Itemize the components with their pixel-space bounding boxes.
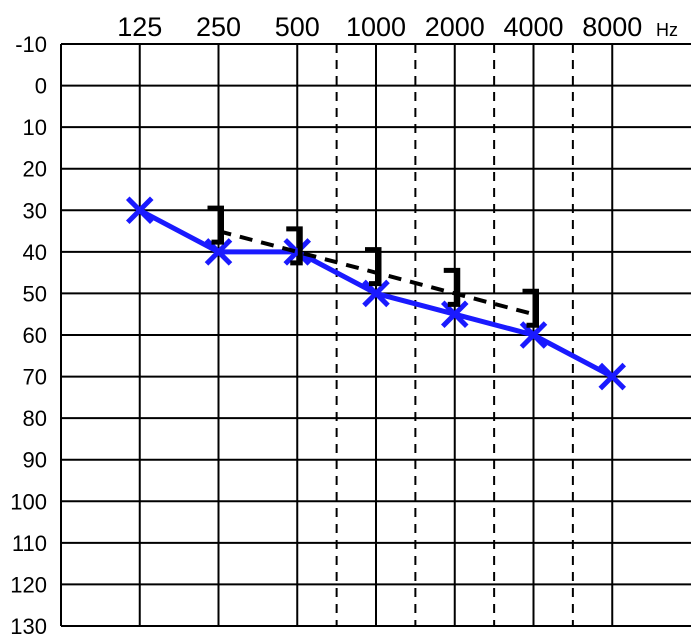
x-unit-label: Hz <box>656 20 678 40</box>
x-marker <box>362 279 390 308</box>
y-tick-label: 50 <box>23 281 47 306</box>
y-tick-label: 30 <box>23 198 47 223</box>
y-tick-label: 80 <box>23 406 47 431</box>
x-tick-label: 2000 <box>425 12 485 42</box>
x-tick-label: 250 <box>196 12 241 42</box>
x-marker <box>598 362 627 391</box>
x-tick-label: 4000 <box>503 12 563 42</box>
y-tick-label: 130 <box>10 614 47 634</box>
y-tick-label: 60 <box>23 323 47 348</box>
bracket-marker <box>522 288 539 328</box>
y-tick-label: 70 <box>23 365 47 390</box>
y-tick-label: 110 <box>12 531 47 556</box>
grid <box>60 43 691 627</box>
x-tick-label: 8000 <box>582 12 642 42</box>
x-marker <box>283 238 312 266</box>
bracket-marker <box>443 267 461 307</box>
bone-conduction-line <box>217 229 535 317</box>
y-tick-label: 20 <box>23 157 47 182</box>
x-tick-label: 125 <box>117 12 162 42</box>
y-tick-label: 0 <box>35 74 47 99</box>
x-marker <box>519 321 548 349</box>
y-tick-labels: -10 0 10 20 30 40 50 60 70 80 90 100 110 120 130 <box>10 32 47 634</box>
bracket-marker <box>286 226 303 266</box>
y-tick-label: 90 <box>23 448 47 473</box>
series-layer <box>125 196 627 391</box>
y-tick-label: 100 <box>10 489 47 514</box>
x-tick-label: 500 <box>275 12 320 42</box>
x-marker <box>440 300 469 328</box>
y-tick-label: -10 <box>15 32 47 57</box>
bracket-marker <box>365 247 382 287</box>
x-marker <box>204 238 233 266</box>
y-tick-label: 10 <box>23 115 47 140</box>
x-tick-labels: 125 250 500 1000 2000 4000 8000 <box>117 12 642 42</box>
x-tick-label: 1000 <box>346 12 406 42</box>
bracket-marker <box>207 205 224 245</box>
y-tick-label: 120 <box>10 572 47 597</box>
y-tick-label: 40 <box>23 240 47 265</box>
x-marker <box>125 196 154 225</box>
